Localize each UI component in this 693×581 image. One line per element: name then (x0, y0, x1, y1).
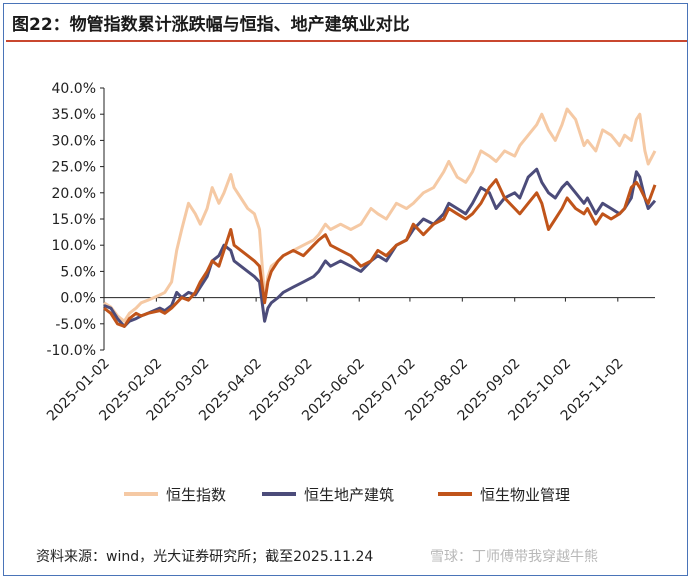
y-tick-label: -10.0% (46, 343, 96, 359)
y-tick-label: 35.0% (52, 107, 96, 123)
y-tick-label: 10.0% (52, 238, 96, 254)
chart-series (103, 107, 657, 328)
y-tick-label: 30.0% (52, 133, 96, 149)
series-line-3 (103, 178, 657, 328)
chart-axes: -10.0% -5.0% 0.0% 5.0% 10.0% 15.0% 20.0% 25.0% 3… (44, 81, 655, 424)
y-tick-label: 5.0% (60, 264, 96, 280)
series-line-1 (103, 107, 657, 323)
y-tick-label: 40.0% (52, 81, 96, 97)
watermark: 雪球：丁师傅带我穿越牛熊 (430, 549, 598, 565)
source-note: 资料来源：wind，光大证券研究所；截至2025.11.24 (36, 549, 374, 565)
legend-label-1: 恒生指数 (166, 486, 226, 504)
y-tick-label: 20.0% (52, 186, 96, 202)
y-tick-label: 25.0% (52, 160, 96, 176)
title-divider (6, 40, 687, 42)
figure-title: 图22：物管指数累计涨跌幅与恒指、地产建筑业对比 (12, 15, 410, 35)
chart-legend: 恒生指数 恒生地产建筑 恒生物业管理 (124, 486, 570, 504)
series-line-2 (103, 167, 657, 328)
y-tick-label: 15.0% (52, 212, 96, 228)
figure-frame (3, 3, 688, 576)
y-tick-label: 0.0% (60, 291, 96, 307)
legend-label-2: 恒生地产建筑 (304, 486, 394, 504)
y-tick-label: -5.0% (55, 317, 96, 333)
legend-label-3: 恒生物业管理 (480, 486, 570, 504)
